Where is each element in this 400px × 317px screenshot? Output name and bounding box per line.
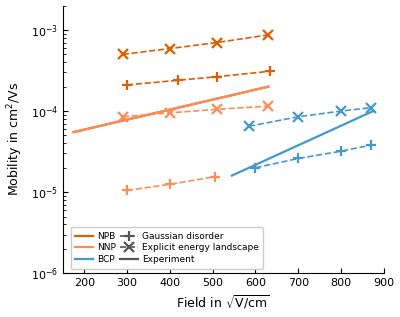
Y-axis label: Mobility in cm$^2$/Vs: Mobility in cm$^2$/Vs (6, 82, 25, 197)
X-axis label: Field in $\sqrt{\mathrm{V/cm}}$: Field in $\sqrt{\mathrm{V/cm}}$ (176, 294, 270, 311)
Legend: NPB, NNP, BCP, Gaussian disorder, Explicit energy landscape, Experiment: NPB, NNP, BCP, Gaussian disorder, Explic… (71, 227, 263, 269)
